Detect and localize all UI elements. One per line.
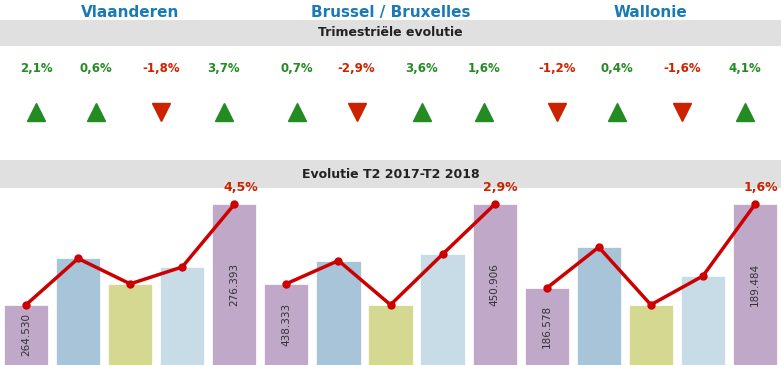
Text: -1,2%: -1,2% (538, 62, 576, 76)
Text: 450.906: 450.906 (490, 263, 500, 306)
FancyBboxPatch shape (260, 20, 521, 46)
Bar (733, 204, 777, 365)
Text: 2,1%: 2,1% (20, 62, 53, 76)
Text: 189.484: 189.484 (750, 263, 760, 306)
Bar (212, 204, 256, 365)
Text: -1,8%: -1,8% (143, 62, 180, 76)
Text: 4,1%: 4,1% (728, 62, 761, 76)
Text: 186.578: 186.578 (542, 305, 551, 348)
FancyBboxPatch shape (260, 160, 521, 188)
Text: 0,4%: 0,4% (601, 62, 633, 76)
Text: -2,9%: -2,9% (338, 62, 376, 76)
Text: Trimestriële evolutie: Trimestriële evolutie (318, 26, 463, 39)
Bar (56, 258, 100, 365)
Text: 3,6%: 3,6% (405, 62, 438, 76)
Text: 2,9%: 2,9% (483, 181, 518, 195)
Text: Wallonie: Wallonie (614, 5, 688, 20)
Text: Vlaanderen: Vlaanderen (81, 5, 180, 20)
Text: 1,6%: 1,6% (744, 181, 779, 195)
Bar (473, 204, 517, 365)
Bar (369, 305, 412, 365)
Text: Evolutie T2 2017-T2 2018: Evolutie T2 2017-T2 2018 (301, 168, 480, 181)
FancyBboxPatch shape (521, 20, 781, 46)
FancyBboxPatch shape (0, 20, 260, 46)
Bar (264, 284, 308, 365)
Text: 276.393: 276.393 (230, 263, 239, 306)
Text: 4,5%: 4,5% (223, 181, 258, 195)
FancyBboxPatch shape (0, 160, 260, 188)
Text: -1,6%: -1,6% (663, 62, 701, 76)
Bar (316, 261, 361, 365)
FancyBboxPatch shape (521, 160, 781, 188)
Text: 438.333: 438.333 (281, 303, 291, 346)
Bar (160, 267, 205, 365)
Bar (4, 305, 48, 365)
Text: 264.530: 264.530 (21, 314, 31, 356)
Bar (108, 284, 152, 365)
Bar (681, 276, 725, 365)
Text: 0,7%: 0,7% (280, 62, 313, 76)
Bar (420, 254, 465, 365)
Bar (525, 288, 569, 365)
Text: 0,6%: 0,6% (80, 62, 112, 76)
Bar (629, 305, 673, 365)
Text: Brussel / Bruxelles: Brussel / Bruxelles (311, 5, 470, 20)
Text: 1,6%: 1,6% (468, 62, 501, 76)
Bar (576, 247, 621, 365)
Text: 3,7%: 3,7% (208, 62, 241, 76)
